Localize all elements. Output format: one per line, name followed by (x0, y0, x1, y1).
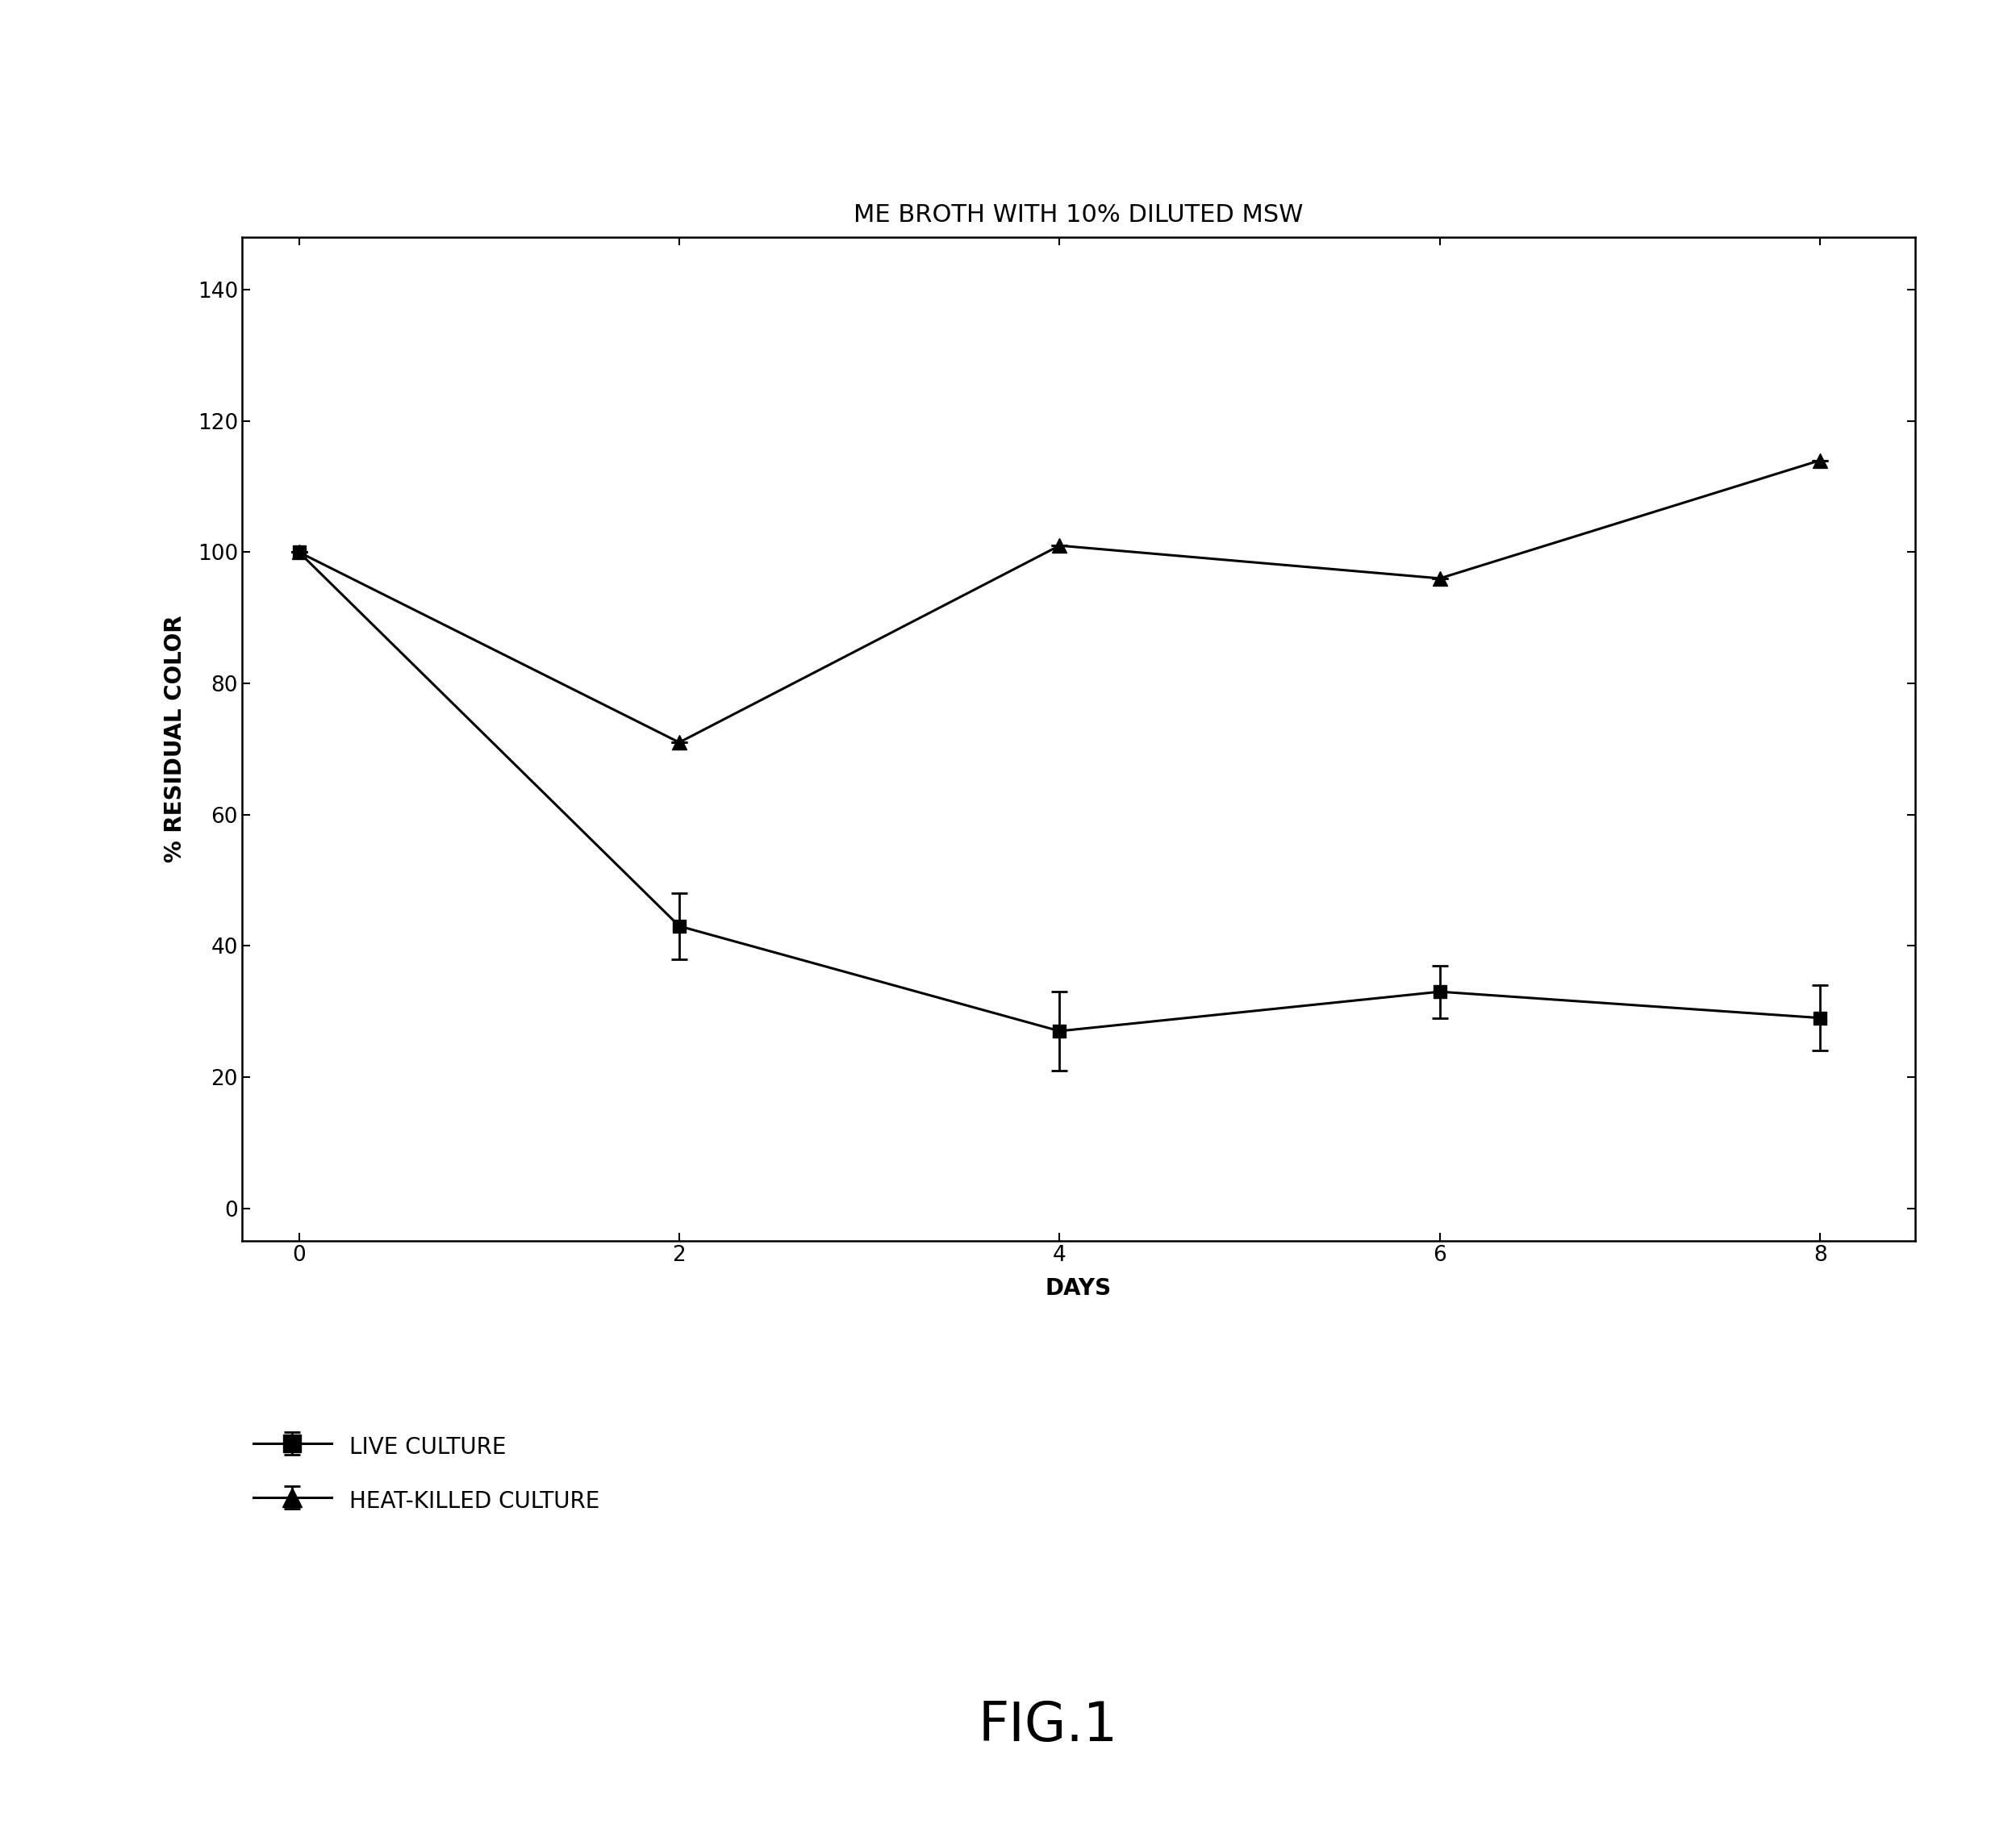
Text: FIG.1: FIG.1 (978, 1699, 1119, 1752)
Title: ME BROTH WITH 10% DILUTED MSW: ME BROTH WITH 10% DILUTED MSW (853, 203, 1304, 226)
Y-axis label: % RESIDUAL COLOR: % RESIDUAL COLOR (163, 615, 185, 863)
Legend: LIVE CULTURE, HEAT-KILLED CULTURE: LIVE CULTURE, HEAT-KILLED CULTURE (254, 1433, 601, 1515)
X-axis label: DAYS: DAYS (1046, 1278, 1111, 1299)
